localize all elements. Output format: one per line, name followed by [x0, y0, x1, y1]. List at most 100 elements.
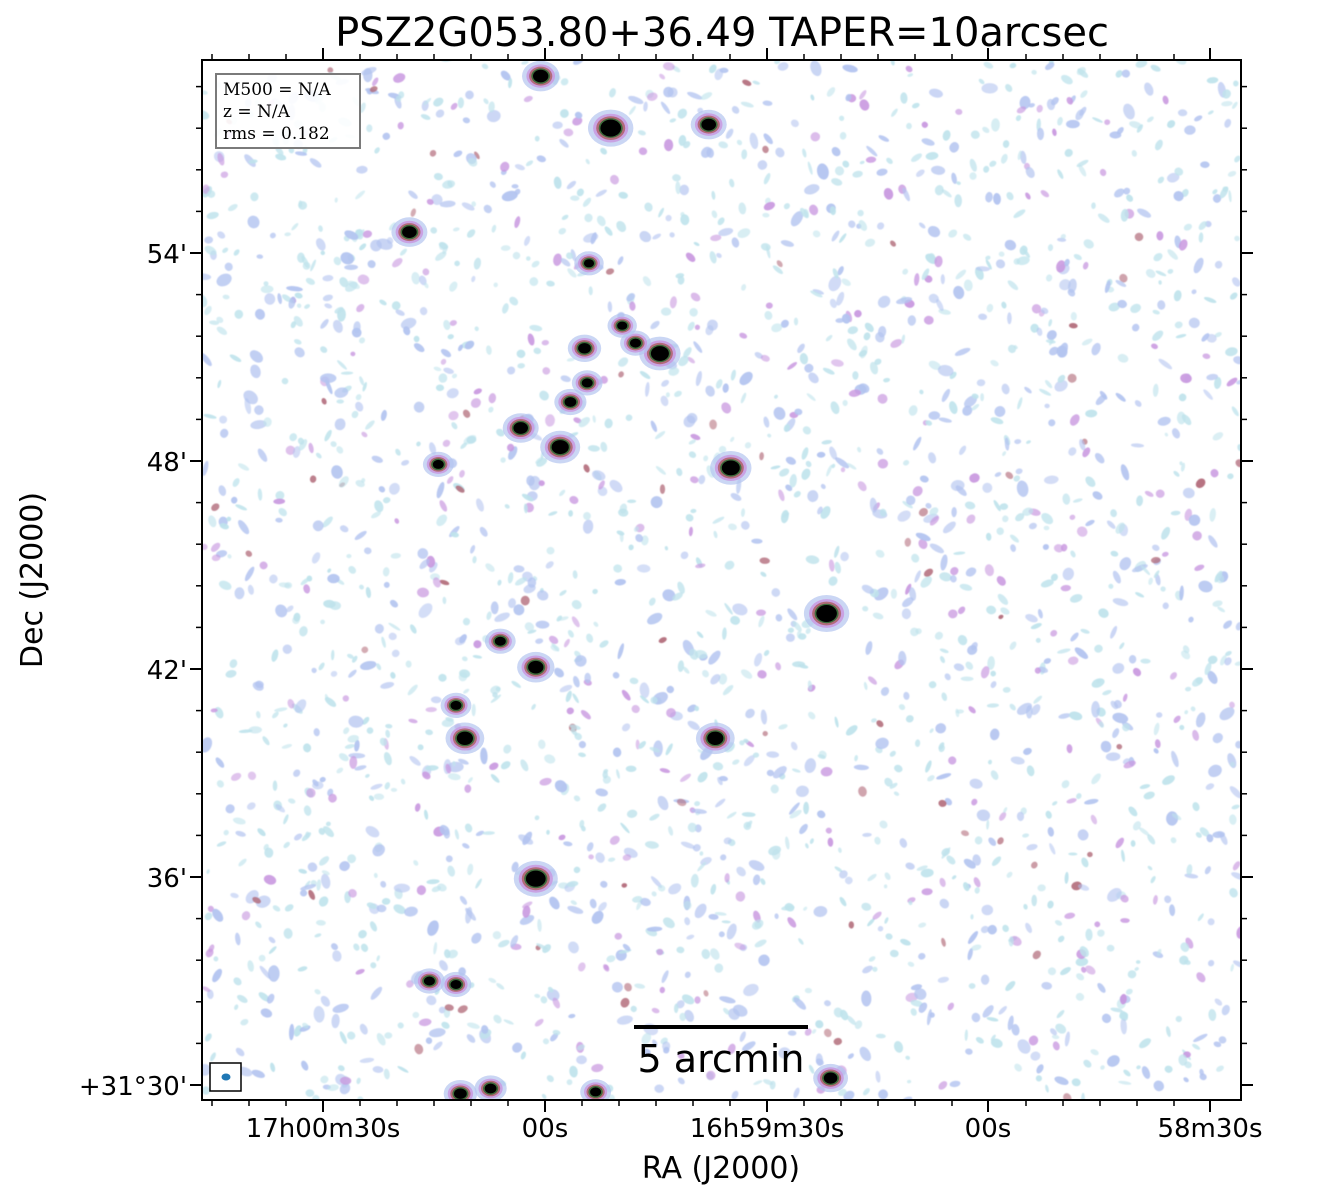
noise-blob	[974, 887, 980, 894]
noise-blob	[483, 98, 489, 105]
noise-blob	[442, 596, 447, 605]
noise-blob	[461, 656, 468, 662]
noise-blob	[914, 988, 927, 1000]
noise-blob	[963, 882, 970, 892]
noise-blob	[1169, 904, 1176, 917]
noise-blob	[1097, 213, 1110, 223]
noise-blob	[883, 187, 894, 200]
noise-blob	[332, 319, 343, 333]
noise-blob	[372, 1066, 384, 1073]
noise-blob	[1110, 1007, 1123, 1013]
noise-blob	[847, 326, 859, 335]
noise-blob	[801, 468, 811, 480]
noise-blob	[773, 406, 786, 420]
noise-blob	[905, 1055, 911, 1060]
noise-blob	[1076, 973, 1085, 981]
noise-blob	[771, 323, 783, 333]
noise-blob	[760, 354, 770, 362]
noise-blob	[1076, 793, 1082, 800]
noise-blob	[552, 1029, 561, 1036]
noise-blob	[1123, 103, 1135, 120]
noise-blob	[1014, 1063, 1022, 1072]
noise-blob	[556, 615, 563, 622]
noise-blob	[721, 920, 731, 924]
noise-blob	[960, 676, 974, 682]
noise-blob	[1233, 960, 1241, 969]
noise-blob	[874, 358, 882, 365]
noise-blob	[963, 233, 972, 241]
noise-blob	[395, 448, 401, 456]
noise-blob	[292, 616, 300, 625]
noise-blob	[447, 476, 454, 484]
noise-blob	[835, 457, 850, 469]
noise-blob	[259, 965, 271, 979]
noise-blob	[725, 128, 734, 139]
noise-blob	[865, 641, 873, 655]
noise-blob	[220, 171, 229, 178]
noise-blob	[688, 451, 697, 459]
noise-blob	[840, 467, 846, 473]
noise-blob	[382, 132, 391, 140]
noise-blob	[1094, 644, 1103, 653]
noise-blob	[258, 992, 270, 1002]
noise-blob	[283, 814, 289, 825]
noise-blob	[525, 160, 534, 167]
noise-blob	[739, 1031, 746, 1042]
noise-blob	[359, 584, 364, 590]
noise-blob	[784, 903, 795, 912]
noise-blob	[385, 723, 393, 729]
noise-blob	[286, 605, 294, 613]
noise-blob	[817, 506, 823, 515]
y-axis-label: Dec (J2000)	[15, 492, 50, 668]
noise-blob	[430, 696, 442, 704]
noise-blob	[920, 576, 932, 588]
noise-blob	[1157, 416, 1171, 426]
noise-blob	[1125, 988, 1133, 995]
noise-blob	[1005, 471, 1014, 480]
noise-blob	[301, 1060, 309, 1071]
noise-blob	[1206, 333, 1217, 343]
noise-blob	[502, 303, 509, 314]
noise-blob	[449, 281, 458, 292]
noise-blob	[494, 612, 510, 622]
noise-blob	[693, 341, 703, 353]
noise-blob	[693, 241, 700, 247]
noise-blob	[1080, 628, 1090, 634]
noise-blob	[567, 629, 574, 638]
noise-blob	[301, 255, 310, 269]
noise-blob	[919, 389, 924, 395]
noise-blob	[1028, 1035, 1039, 1046]
noise-blob	[489, 762, 499, 771]
noise-blob	[215, 757, 225, 768]
noise-blob	[1044, 62, 1055, 71]
noise-blob	[1235, 459, 1241, 468]
noise-blob	[1045, 1084, 1049, 1093]
noise-blob	[700, 92, 713, 100]
noise-blob	[998, 614, 1004, 620]
noise-blob	[1058, 713, 1071, 719]
noise-blob	[364, 547, 372, 555]
noise-blob	[878, 135, 890, 142]
noise-blob	[672, 592, 683, 601]
noise-blob	[1130, 443, 1145, 448]
noise-blob	[918, 508, 928, 517]
noise-blob	[445, 763, 452, 774]
noise-blob	[1047, 244, 1054, 252]
noise-blob	[959, 583, 973, 591]
noise-blob	[263, 874, 277, 885]
noise-blob	[425, 707, 437, 713]
radio-source	[440, 692, 472, 719]
noise-blob	[724, 873, 730, 883]
noise-blob	[820, 766, 833, 777]
noise-blob	[560, 109, 569, 118]
noise-blob	[463, 688, 470, 694]
noise-blob	[219, 415, 228, 424]
noise-blob	[408, 190, 418, 199]
noise-blob	[966, 514, 976, 524]
noise-blob	[330, 670, 338, 677]
noise-blob	[1231, 406, 1239, 417]
noise-blob	[1048, 419, 1056, 427]
noise-blob	[337, 307, 346, 322]
noise-blob	[397, 122, 404, 130]
noise-blob	[1191, 289, 1197, 295]
